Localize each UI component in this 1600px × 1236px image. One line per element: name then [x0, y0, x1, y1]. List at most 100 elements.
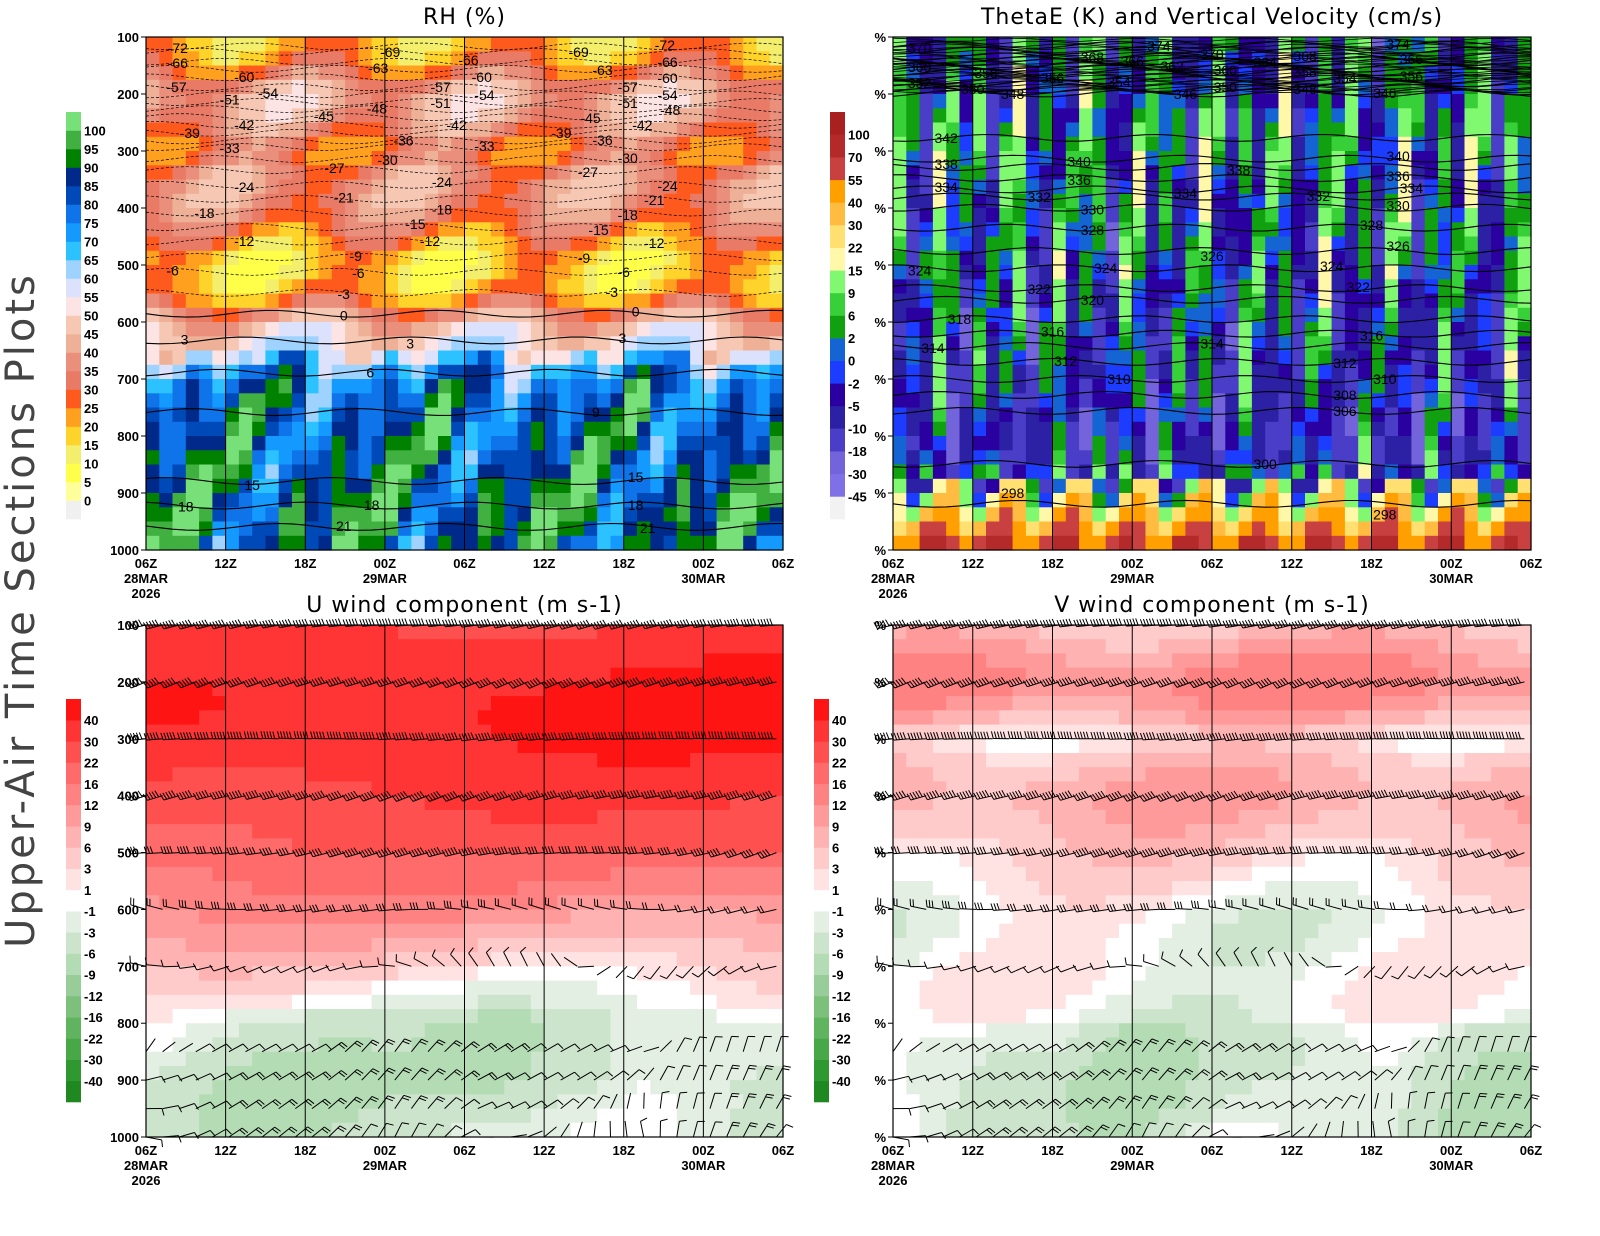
field-cell	[946, 108, 961, 124]
field-cell	[305, 980, 320, 996]
field-cell	[477, 250, 492, 266]
field-cell	[265, 379, 280, 394]
field-cell	[530, 507, 545, 523]
field-cell	[530, 809, 545, 825]
field-cell	[438, 639, 452, 654]
field-cell	[1438, 521, 1452, 537]
field-cell	[345, 79, 359, 95]
colorbar-label: 75	[84, 216, 98, 231]
field-cell	[1012, 108, 1027, 124]
field-cell	[1464, 450, 1479, 466]
field-cell	[729, 165, 744, 181]
field-cell	[252, 122, 267, 138]
field-cell	[438, 79, 452, 95]
field-cell	[1278, 364, 1293, 380]
field-cell	[371, 1023, 386, 1038]
field-cell	[597, 507, 612, 523]
y-tick-label: %	[874, 372, 886, 387]
field-cell	[570, 322, 585, 337]
field-cell	[398, 625, 412, 640]
field-cell	[530, 521, 545, 537]
field-cell	[477, 753, 492, 768]
field-cell	[199, 535, 213, 551]
field-cell	[371, 279, 386, 295]
field-cell	[238, 1080, 253, 1095]
field-cell	[1251, 421, 1266, 437]
field-cell	[530, 94, 545, 109]
field-cell	[544, 966, 558, 982]
field-cell	[1331, 165, 1346, 181]
field-cell	[146, 136, 160, 152]
field-cell	[893, 208, 907, 223]
field-cell	[1065, 521, 1080, 537]
field-cell	[398, 1051, 412, 1067]
field-cell	[517, 493, 532, 508]
field-cell	[172, 937, 187, 953]
field-cell	[358, 625, 373, 640]
field-cell	[1504, 322, 1519, 337]
field-cell	[424, 51, 439, 67]
field-cell	[1105, 421, 1120, 437]
field-cell	[972, 307, 987, 323]
field-cell	[451, 293, 466, 309]
field-cell	[438, 1108, 452, 1124]
field-cell	[1464, 208, 1479, 223]
field-cell	[504, 393, 519, 409]
field-cell	[504, 521, 519, 537]
field-cell	[544, 37, 558, 52]
field-cell	[1251, 136, 1266, 152]
y-tick-label: 800	[117, 429, 139, 444]
field-cell	[331, 165, 346, 181]
field-cell	[1305, 208, 1319, 223]
field-cell	[716, 236, 731, 252]
field-cell	[384, 625, 399, 640]
field-cell	[663, 436, 678, 451]
field-cell	[1411, 450, 1426, 466]
field-cell	[690, 236, 704, 252]
field-cell	[504, 980, 519, 996]
contour-label: -9	[349, 248, 362, 264]
field-cell	[1358, 379, 1373, 394]
field-cell	[946, 464, 961, 480]
field-cell	[1318, 535, 1333, 551]
y-tick-label: %	[874, 543, 886, 558]
field-cell	[398, 179, 412, 195]
field-cell	[331, 222, 346, 238]
field-cell	[398, 1108, 412, 1124]
field-cell	[530, 37, 545, 52]
field-cell	[225, 65, 240, 81]
field-cell	[610, 450, 625, 466]
x-tick-label: 18Z	[294, 556, 316, 571]
field-cell	[146, 79, 160, 95]
field-cell	[756, 436, 771, 451]
field-cell	[544, 1108, 558, 1124]
field-cell	[292, 37, 306, 52]
field-cell	[1212, 407, 1226, 423]
field-cell	[1185, 507, 1200, 523]
field-cell	[384, 279, 399, 295]
field-cell	[345, 336, 359, 352]
field-cell	[398, 980, 412, 996]
field-cell	[1291, 478, 1306, 494]
field-cell	[305, 838, 320, 854]
field-cell	[1105, 407, 1120, 423]
field-cell	[1145, 535, 1160, 551]
field-cell	[1132, 336, 1147, 352]
field-cell	[199, 421, 213, 437]
field-cell	[893, 279, 907, 295]
field-cell	[743, 65, 758, 81]
field-cell	[1158, 436, 1173, 451]
field-cell	[238, 51, 253, 67]
field-cell	[172, 753, 187, 768]
field-cell	[570, 393, 585, 409]
field-cell	[292, 65, 306, 81]
field-cell	[1411, 478, 1426, 494]
field-cell	[371, 696, 386, 711]
field-cell	[491, 450, 505, 466]
field-cell	[172, 136, 187, 152]
field-cell	[756, 464, 771, 480]
field-cell	[1411, 94, 1426, 109]
field-cell	[1477, 94, 1492, 109]
field-cell	[185, 407, 200, 423]
field-cell	[438, 1051, 452, 1067]
